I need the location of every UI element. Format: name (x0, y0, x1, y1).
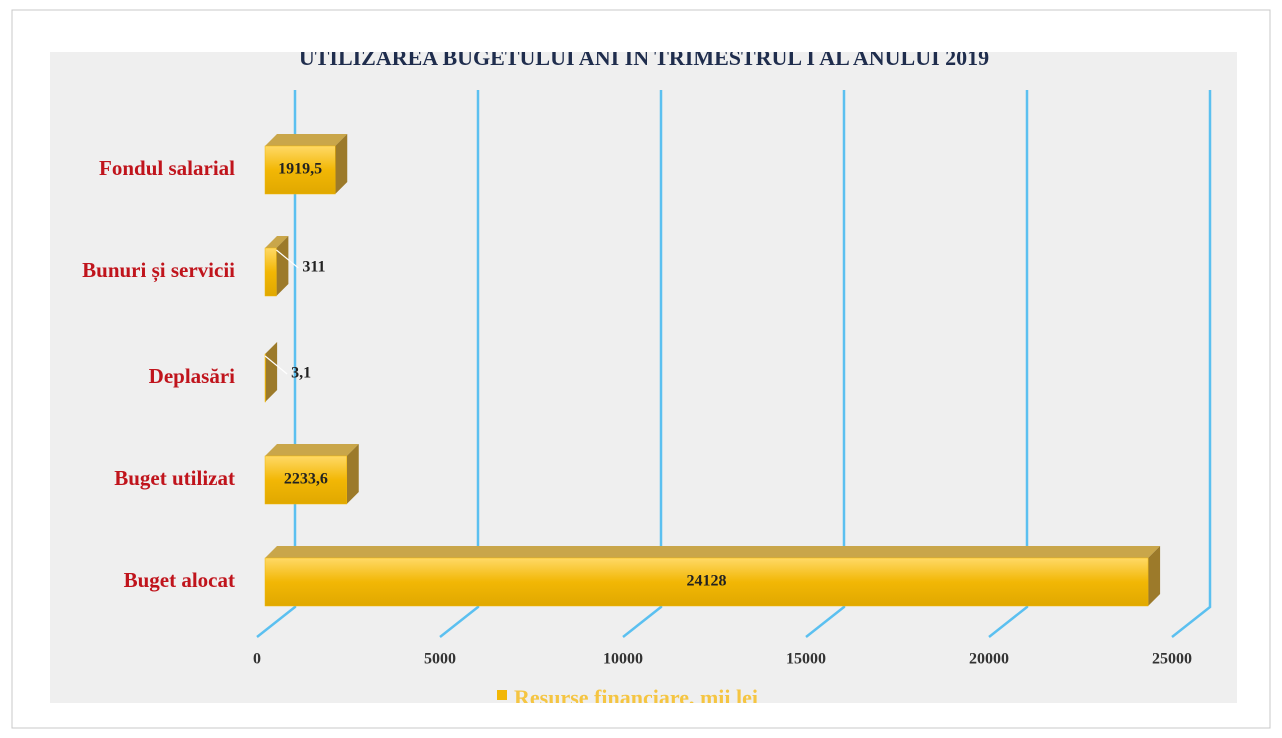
grid-line (1171, 90, 1212, 638)
bar-top (265, 236, 289, 248)
x-tick-label: 5000 (424, 651, 456, 668)
bar-top (265, 342, 278, 354)
chart-title: UTILIZAREA BUGETULUI ANI IN TRIMESTRUL I… (299, 45, 989, 70)
legend-label: Resurse financiare, mii lei (514, 685, 758, 710)
y-tick-label: Fondul salarial (99, 156, 235, 180)
grid-line (622, 90, 663, 638)
clip-group: UTILIZAREA BUGETULUI ANI IN TRIMESTRUL I… (299, 45, 989, 710)
bar (264, 145, 336, 195)
bar-side (346, 444, 359, 504)
bar-top (265, 546, 1161, 558)
bar (264, 455, 347, 505)
bar-side (265, 342, 278, 402)
y-tick-label: Buget utilizat (114, 466, 235, 490)
bar-side (335, 134, 348, 194)
data-label: 1919,5 (278, 161, 322, 178)
bar-side (1148, 546, 1161, 606)
grid-line (439, 90, 480, 638)
bar-side (276, 236, 289, 296)
grid-line (988, 90, 1029, 638)
leader-line (276, 249, 299, 269)
data-label: 311 (302, 259, 325, 276)
x-tick-label: 20000 (969, 651, 1009, 668)
y-tick-label: Deplasări (149, 364, 235, 388)
bar (264, 247, 277, 297)
y-tick-label: Buget alocat (124, 568, 235, 592)
x-tick-label: 0 (253, 651, 261, 668)
bar-top (265, 444, 359, 456)
x-tick-label: 10000 (603, 651, 643, 668)
x-tick-label: 25000 (1152, 651, 1192, 668)
grid-line (256, 90, 297, 638)
leader-line (264, 355, 288, 375)
y-tick-label: Bunuri și servicii (82, 258, 235, 283)
data-label: 2233,6 (284, 471, 328, 488)
bar (264, 557, 1149, 607)
data-label: 24128 (687, 573, 727, 590)
bar-top (265, 134, 348, 146)
x-tick-label: 15000 (786, 651, 826, 668)
grid-line (805, 90, 846, 638)
bar (264, 353, 266, 403)
data-label: 3,1 (291, 365, 311, 382)
legend-swatch (497, 690, 507, 700)
